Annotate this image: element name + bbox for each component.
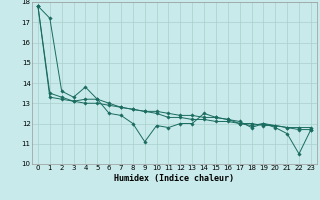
X-axis label: Humidex (Indice chaleur): Humidex (Indice chaleur) (115, 174, 234, 183)
